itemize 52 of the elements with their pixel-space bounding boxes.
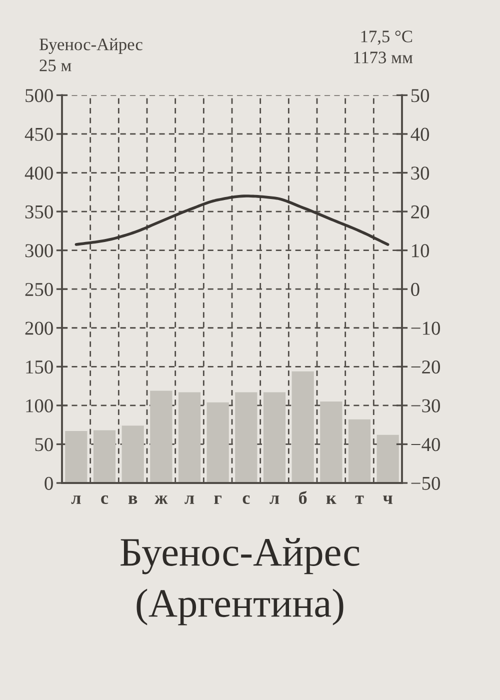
x-tick-label: ч (383, 496, 392, 504)
y2-tick-label: −50 (411, 476, 440, 490)
y2-tick-label: −20 (411, 360, 440, 374)
x-tick-label: л (184, 496, 194, 504)
text: 1173 мм (354, 52, 413, 64)
bar (150, 390, 172, 483)
bar (93, 430, 116, 483)
y2-tick-label: 40 (410, 128, 430, 141)
y-tick-label: 100 (26, 399, 53, 412)
x-tick-label: в (128, 496, 138, 504)
y-tick-label: 0 (44, 476, 53, 490)
x-tick-label: б (299, 490, 307, 504)
y2-tick-label: 10 (412, 244, 430, 258)
text: Буенос-Айрес (40, 38, 142, 54)
text: 17,5 °C (361, 30, 412, 45)
y2-tick-label: 30 (411, 166, 430, 180)
x-tick-label: т (355, 496, 364, 504)
bar (348, 419, 371, 483)
y-tick-label: 50 (35, 438, 53, 452)
y-tick-label: 250 (25, 282, 53, 296)
y-tick-label: 450 (24, 128, 53, 141)
y2-tick-label: 0 (411, 282, 420, 296)
y2-tick-label: 20 (411, 205, 430, 218)
y2-tick-label: −30 (411, 399, 440, 412)
x-tick-label: к (326, 496, 336, 504)
text: 25 м (40, 60, 72, 72)
bar (122, 426, 144, 483)
x-tick-label: ж (154, 496, 168, 504)
x-tick-label: г (214, 496, 222, 504)
bar (263, 392, 286, 483)
bar (320, 402, 342, 483)
y2-tick-label: −10 (411, 322, 440, 335)
y-tick-label: 400 (24, 166, 53, 180)
x-tick-label: с (101, 495, 108, 504)
y-tick-label: 300 (25, 244, 53, 258)
bar (65, 431, 88, 483)
bar (235, 392, 258, 483)
y-tick-label: 350 (25, 205, 53, 218)
bar (376, 434, 399, 483)
y2-tick-label: 50 (411, 89, 430, 102)
x-tick-label: л (270, 496, 280, 504)
text: (Аргентина) (136, 588, 344, 626)
bar (206, 402, 229, 483)
bar (292, 371, 314, 483)
y-tick-label: 150 (26, 360, 53, 374)
text: Буенос-Айрес (120, 538, 360, 574)
x-tick-label: с (242, 495, 250, 504)
x-tick-label: л (71, 496, 81, 504)
bar (178, 392, 201, 483)
y2-tick-label: −40 (411, 438, 440, 452)
y-tick-label: 500 (26, 89, 53, 102)
y-tick-label: 200 (25, 322, 53, 335)
